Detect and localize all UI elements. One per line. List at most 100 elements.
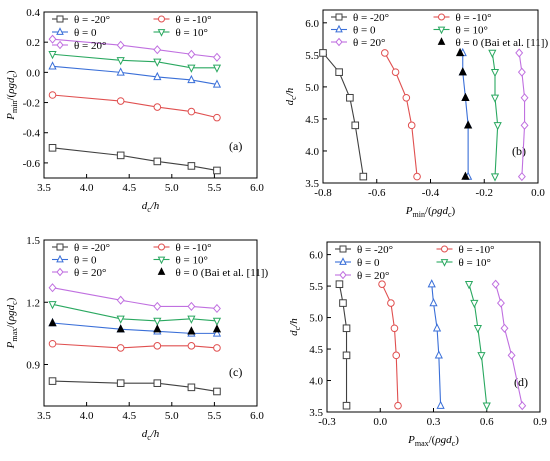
data-point [153, 342, 162, 350]
legend-entry: θ = 10° [459, 257, 491, 269]
data-point [153, 379, 162, 387]
data-point [153, 324, 162, 333]
y-tick-label: 5.0 [309, 313, 323, 325]
data-point [461, 92, 470, 101]
data-point [153, 58, 162, 67]
data-point [464, 280, 474, 290]
data-point [500, 323, 509, 333]
data-point [116, 344, 125, 352]
data-point [520, 93, 529, 103]
legend-marker [437, 37, 446, 45]
x-tick-label: -0.3 [318, 416, 336, 428]
x-axis-label: dc/h [142, 200, 160, 214]
panel-label: (c) [229, 365, 242, 379]
x-tick-label: 3.5 [37, 410, 51, 422]
data-point [187, 64, 196, 73]
y-tick-label: 0.2 [26, 37, 40, 49]
x-tick-label: 4.0 [80, 182, 94, 194]
legend-entry: θ = -10° [459, 244, 495, 256]
data-point [153, 157, 162, 166]
data-point [496, 298, 505, 308]
data-point [432, 323, 442, 332]
legend-entry: θ = 0 [74, 27, 97, 39]
y-tick-label: 4.0 [309, 376, 323, 388]
data-point [48, 61, 57, 70]
data-point [213, 387, 221, 396]
data-point [48, 144, 57, 152]
x-tick-label: 5.0 [165, 182, 179, 194]
data-point [351, 121, 360, 130]
data-point [335, 68, 343, 76]
data-point [153, 103, 162, 111]
data-point [212, 52, 221, 62]
legend-entry: θ = 10° [176, 27, 208, 39]
data-point [342, 324, 351, 333]
data-point [346, 93, 354, 102]
x-axis-label: dc/h [142, 428, 160, 442]
legend-marker [56, 27, 64, 35]
y-tick-label: 0.4 [26, 7, 40, 19]
data-point [455, 47, 465, 57]
x-tick-label: 0.0 [373, 416, 387, 428]
x-tick-label: 3.5 [37, 182, 51, 194]
x-tick-label: -0.8 [314, 187, 332, 199]
y-tick-label: 3.5 [309, 407, 323, 419]
y-axis-label: dc/h [284, 87, 298, 105]
legend-entry: θ = 20° [74, 267, 106, 279]
data-point [48, 301, 57, 310]
y-axis-label: Pmax/(ρgdc) [5, 297, 19, 349]
legend-marker [339, 270, 347, 280]
y-tick-label: -0.4 [23, 128, 41, 140]
data-point [187, 74, 196, 84]
data-point [212, 317, 222, 326]
data-point [517, 172, 526, 182]
y-axis-label: Pmin/(ρgdc) [5, 70, 19, 121]
legend-marker [157, 29, 166, 37]
data-point [116, 379, 125, 387]
y-tick-label: 1.5 [26, 235, 40, 247]
series-line [322, 52, 364, 177]
data-point [490, 173, 500, 182]
data-point [390, 324, 399, 333]
data-point [212, 79, 222, 88]
data-point [187, 301, 196, 311]
x-tick-label: 6.0 [250, 182, 264, 194]
y-tick-label: 1.2 [26, 297, 40, 309]
data-point [387, 299, 395, 307]
data-point [493, 122, 502, 131]
data-point [402, 93, 411, 102]
legend-marker [56, 254, 64, 263]
chart-panel-b: -0.8 -0.6 -0.4 -0.2 0.0 3.5 4.0 4.5 5.0 5.5 6.0 Pmi… [284, 9, 548, 219]
y-tick-label: -0.6 [23, 158, 41, 170]
data-point [187, 326, 196, 335]
x-tick-label: 4.5 [122, 410, 136, 422]
x-tick-label: -0.6 [368, 187, 386, 199]
data-point [212, 303, 221, 314]
data-point [436, 400, 445, 409]
data-point [335, 280, 344, 288]
series-line [384, 52, 418, 177]
data-point [116, 67, 125, 76]
data-point [518, 401, 527, 411]
y-tick-label: 5.5 [309, 281, 323, 293]
legend-entry: θ = -20° [74, 242, 110, 254]
data-point [470, 299, 479, 309]
legend-marker [339, 257, 347, 265]
legend-marker [56, 40, 64, 50]
legend-entry: θ = -10° [176, 14, 212, 26]
legend-marker [158, 243, 165, 251]
y-tick-label: 5.5 [305, 50, 319, 62]
plot-frame [43, 239, 258, 407]
chart-panel-c: 3.5 4.0 4.5 5.0 5.5 6.0 0.9 1.2 1.5 dc/h Pmax/(ρgd… [5, 235, 268, 442]
data-point [488, 49, 497, 58]
x-tick-label: 5.0 [165, 410, 179, 422]
data-point [392, 351, 401, 360]
data-point [153, 301, 162, 311]
data-point [187, 342, 196, 350]
y-tick-label: 3.5 [305, 178, 319, 190]
data-point [490, 68, 500, 78]
data-point [429, 298, 438, 307]
x-tick-label: -0.4 [422, 187, 440, 199]
x-tick-label: 6.0 [250, 410, 264, 422]
